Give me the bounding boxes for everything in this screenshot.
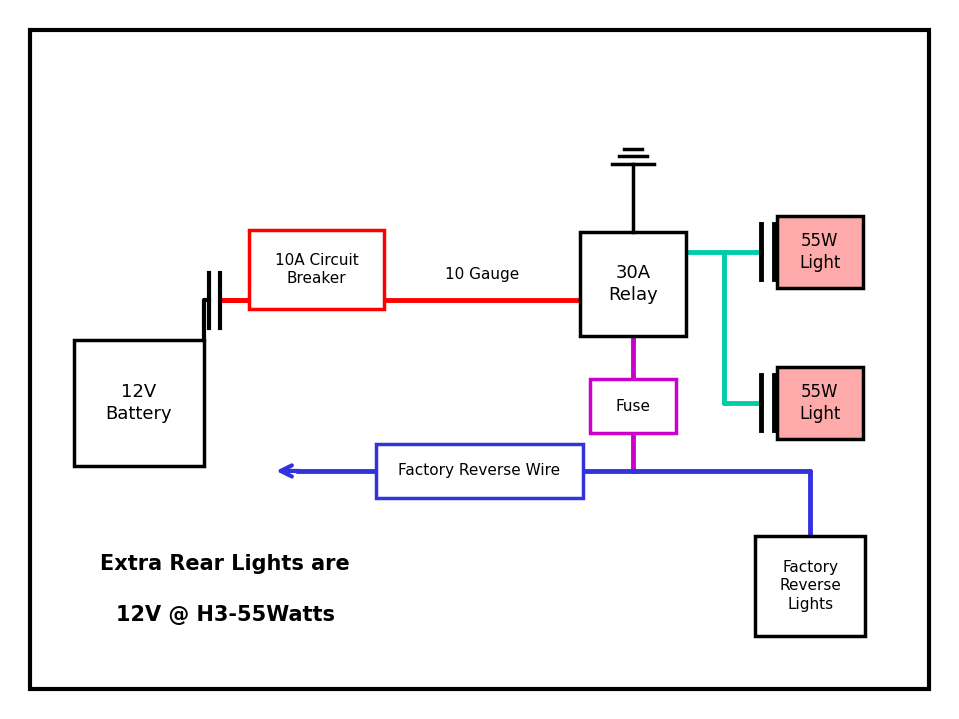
Text: 30A
Relay: 30A Relay: [608, 264, 658, 304]
Bar: [74, 339, 203, 466]
Bar: [756, 536, 865, 636]
Bar: [777, 216, 863, 288]
Text: Factory Reverse Wire: Factory Reverse Wire: [398, 464, 561, 478]
Bar: [777, 367, 863, 439]
Text: 10 Gauge: 10 Gauge: [445, 267, 519, 282]
Text: 55W
Light: 55W Light: [799, 383, 841, 423]
Text: Factory
Reverse
Lights: Factory Reverse Lights: [780, 560, 841, 612]
Text: 10A Circuit
Breaker: 10A Circuit Breaker: [274, 253, 359, 286]
Text: Fuse: Fuse: [616, 399, 650, 413]
Text: Extra Rear Lights are: Extra Rear Lights are: [101, 554, 350, 574]
Text: 55W
Light: 55W Light: [799, 232, 841, 272]
Bar: [249, 230, 384, 309]
Bar: [580, 232, 686, 336]
Text: 12V
Battery: 12V Battery: [105, 383, 173, 423]
Bar: [590, 380, 676, 433]
Text: 12V @ H3-55Watts: 12V @ H3-55Watts: [116, 605, 335, 625]
Bar: [376, 444, 583, 498]
